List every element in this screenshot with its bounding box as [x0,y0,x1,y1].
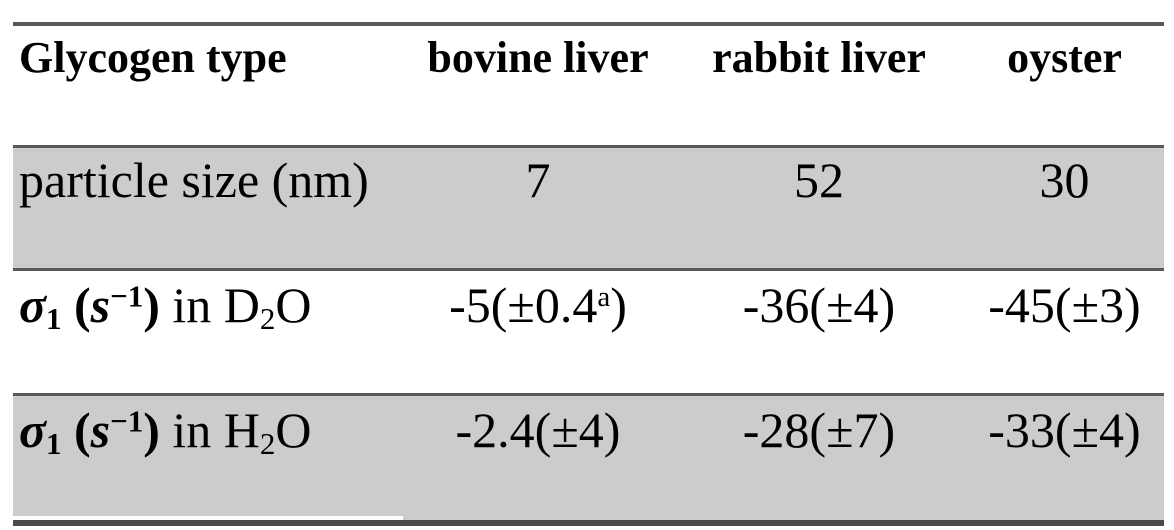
row1-bottom-rule [13,268,1164,271]
header-bottom-rule [13,145,1164,148]
value-text: ) [610,277,627,333]
value-text: 7 [853,402,879,458]
plus-minus-sign: ± [1071,277,1100,333]
particle-size-bovine: 7 [525,152,551,208]
header-rabbit-liver: rabbit liver [712,33,926,82]
bottom-left-gap [13,516,403,520]
value-text: -28( [742,402,827,458]
header-oyster: oyster [1007,33,1122,82]
s-exponent: −1 [110,403,144,439]
sigma-h2o-rabbit: -28(±7) [673,396,965,520]
s-symbol: s [90,402,111,458]
paren-open: ( [73,402,91,458]
sigma-subscript: 1 [45,300,62,336]
value-text: ) [1124,402,1141,458]
value-text: -5( [449,277,508,333]
footnote-marker: a [597,281,611,314]
particle-size-label: particle size (nm) [19,152,369,208]
plus-minus-sign: ± [507,277,535,333]
sigma-d2o-label: σ1 (s−1) in D2O [13,271,403,393]
paren-close: ) [143,402,160,458]
plus-minus-sign: ± [826,402,854,458]
particle-size-rabbit: 52 [794,152,844,208]
header-glycogen-type: Glycogen type [19,33,287,82]
medium-subscript: 2 [259,300,276,336]
medium-text: in H [172,402,260,458]
paren-close: ) [143,277,160,333]
medium-tail: O [275,277,312,333]
sigma-subscript: 1 [45,425,62,461]
plus-minus-sign: ± [1071,402,1100,458]
sigma-h2o-label: σ1 (s−1) in H2O [13,396,403,520]
sigma-h2o-oyster: -33(±4) [965,396,1164,520]
medium-tail: O [275,402,312,458]
plus-minus-sign: ± [551,402,579,458]
plus-minus-sign: ± [826,277,854,333]
value-text: 4 [853,277,879,333]
sigma-h2o-row: σ1 (s−1) in H2O -2.4(±4) -28(±7) -33(±4) [13,396,1164,520]
sigma-h2o-bovine: -2.4(±4) [403,396,673,520]
value-text: -45( [988,277,1072,333]
s-symbol: s [90,277,111,333]
s-exponent: −1 [110,278,144,314]
row2-bottom-rule [13,393,1164,396]
sigma-d2o-row: σ1 (s−1) in D2O -5(±0.4a) -36(±4) -45(±3… [13,271,1164,393]
glycogen-table: Glycogen type bovine liver rabbit liver … [13,22,1164,526]
value-text: ) [603,402,621,458]
sigma-symbol: σ [19,402,46,458]
value-text: ) [878,277,896,333]
value-text: -2.4( [455,402,552,458]
table-bottom-rule [13,520,1164,526]
sigma-d2o-bovine: -5(±0.4a) [403,271,673,393]
table-top-rule [13,22,1164,26]
sigma-d2o-oyster: -45(±3) [965,271,1164,393]
value-text: -36( [742,277,827,333]
value-text: ) [1124,277,1141,333]
value-text: -33( [988,402,1072,458]
header-bovine-liver: bovine liver [427,33,649,82]
paren-open: ( [73,277,91,333]
header-row: Glycogen type bovine liver rabbit liver … [13,26,1164,145]
particle-size-oyster: 30 [1039,152,1090,208]
value-text: 4 [1099,402,1125,458]
value-text: 4 [578,402,604,458]
value-text: 3 [1099,277,1125,333]
medium-subscript: 2 [259,425,276,461]
particle-size-row: particle size (nm) 7 52 30 [13,148,1164,268]
value-text: 0.4 [534,277,598,333]
medium-text: in D [172,277,260,333]
sigma-d2o-rabbit: -36(±4) [673,271,965,393]
value-text: ) [878,402,896,458]
sigma-symbol: σ [19,277,46,333]
